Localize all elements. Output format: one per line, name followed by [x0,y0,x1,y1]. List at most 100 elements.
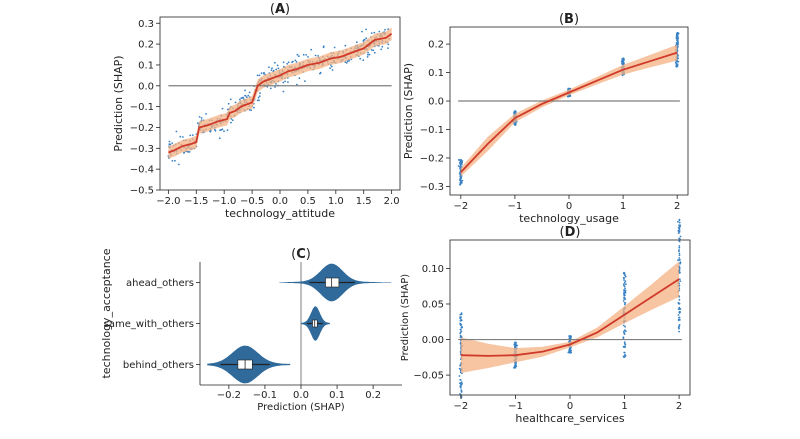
panel-d-xtick-label: 2 [676,401,682,412]
panel-b-point [622,63,624,65]
panel-b-xtick-label: 0 [566,201,572,212]
panel-d-confidence-band [460,261,680,373]
panel-a-point [198,116,201,118]
panel-b-point [677,37,680,40]
panel-b-trend-line [460,51,678,173]
panel-a-point [258,95,261,97]
panel-b-point [459,163,462,166]
panel-b-point [457,165,460,167]
panel-a-point [365,28,367,31]
panel-d-point [678,250,680,253]
panel-d-point [625,283,627,285]
panel-a-ytick-label: −0.4 [130,165,154,176]
panel-a-point [231,119,234,122]
panel-a-point [302,53,305,56]
panel-d-point [678,254,681,257]
panel-d-point [677,314,680,316]
panel-b-point [676,39,679,42]
panel-c-category-label: ahead_others [126,278,194,289]
panel-b-point [459,162,461,164]
panel-d-point [569,339,571,342]
panel-a-xtick-label: 1.5 [356,196,372,207]
panel-b-point [621,58,624,60]
panel-b-xtick-label: −1 [508,201,523,212]
panel-a-title: (A) [270,2,290,17]
panel-a-point [270,69,273,71]
panel-a-ylabel: Prediction (SHAP) [112,55,125,151]
panel-d-point [460,385,462,387]
panel-a-point [346,60,349,63]
panel-a-point [307,56,309,58]
panel-b-ytick-label: −0.1 [420,125,444,136]
panel-b-ytick-label: −0.2 [420,153,444,164]
panel-a-point [333,46,336,49]
panel-d-point [459,382,462,385]
panel-a-point [191,134,194,137]
panel-a-point [177,163,180,166]
panel-d-point [677,220,679,223]
panel-b-point [459,159,462,162]
panel-d-point [624,280,627,282]
panel-a-point [250,109,253,112]
panel-d-point [623,281,626,284]
panel-b-xtick-label: −2 [453,201,468,212]
panel-b-point [513,111,515,114]
panel-a-point [168,140,171,143]
panel-d-point [679,280,682,282]
panel-d-point [678,252,681,255]
panel-d-point [624,346,626,348]
panel-a-point [276,64,279,67]
panel-c-xtick-label: −0.2 [217,390,241,401]
panel-d-point [459,328,462,331]
panel-a-point [259,92,261,95]
panel-a-ytick-label: −0.1 [130,102,154,113]
panel-b-point [622,61,624,63]
panel-a-point [227,102,230,105]
panel-a-point [274,86,276,88]
panel-d-point [678,221,681,224]
panel-b-ytick-label: −0.3 [420,182,444,193]
panel-d-point [678,298,681,301]
panel-b-point [677,55,679,57]
panel-d-point [623,277,625,280]
panel-a-point [329,67,331,70]
panel-d-point [459,379,462,381]
panel-d-point [570,349,572,352]
panel-b-point [460,163,463,166]
panel-a-point [295,61,298,63]
panel-d-point [677,226,680,229]
panel-a-point [370,49,373,51]
panel-a-point [305,54,307,56]
panel-d-point [624,302,627,304]
panel-d-point [514,363,517,365]
panel-d-point [624,329,626,332]
panel-a-point [200,117,203,119]
panel-d-point [678,326,680,328]
panel-b-point [676,33,679,36]
panel-c-xtick-label: −0.1 [253,390,277,401]
panel-a-point [257,96,260,99]
panel-a-point [365,37,368,40]
panel-d-xtick-label: −2 [454,401,469,412]
panel-d-point [624,287,626,290]
panel-d-point [678,327,680,330]
panel-d-ytick-label: −0.05 [413,371,444,382]
panel-d-xtick-label: 0 [567,401,573,412]
panel-d-point [623,292,625,294]
panel-a-point [368,53,371,56]
panel-c-ylabel: technology_acceptance [100,248,113,378]
panel-b-title: (B) [559,12,579,27]
panel-a-point [271,67,273,70]
panel-a-point [205,113,207,115]
panel-a-point [331,69,334,71]
panel-d-point [623,341,626,343]
panel-b-point [460,175,462,178]
panel-a-point [359,57,362,60]
panel-a-point [171,142,174,145]
panel-d-frame [449,239,691,396]
panel-d-point [623,279,625,281]
panel-a-point [258,74,261,77]
panel-b-point [459,179,462,182]
panel-b-plot-area [457,31,680,186]
panel-a-point [297,55,300,58]
